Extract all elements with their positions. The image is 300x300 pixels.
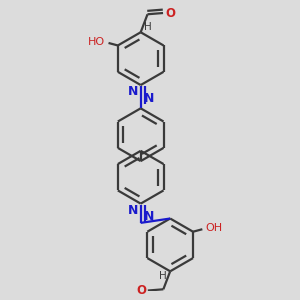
Text: O: O (136, 284, 146, 297)
Text: O: O (165, 7, 175, 20)
Text: H: H (144, 22, 152, 32)
Text: N: N (144, 211, 154, 224)
Text: N: N (144, 92, 154, 105)
Text: HO: HO (88, 37, 105, 47)
Text: N: N (128, 204, 138, 217)
Text: OH: OH (206, 223, 223, 233)
Text: N: N (128, 85, 138, 98)
Text: H: H (159, 271, 166, 281)
